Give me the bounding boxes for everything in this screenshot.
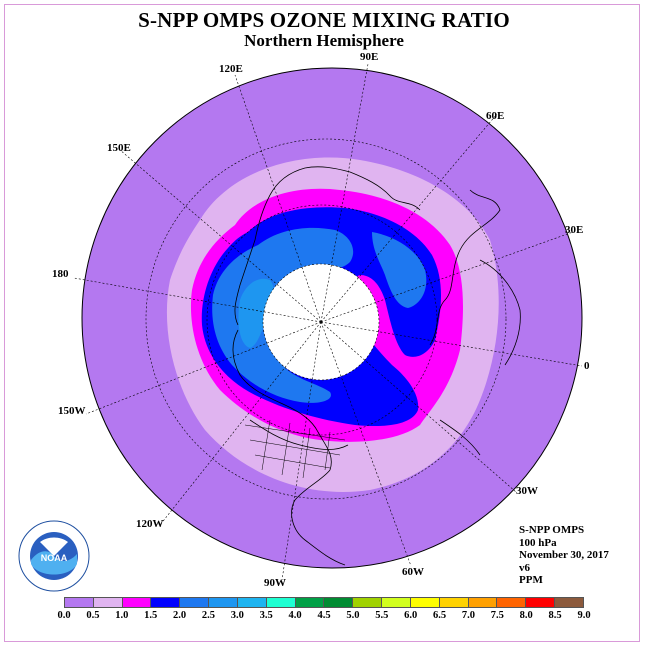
colorbar-swatch bbox=[209, 598, 238, 607]
colorbar-swatch bbox=[382, 598, 411, 607]
lon-label-90w: 90W bbox=[264, 577, 286, 589]
lon-label-30w: 30W bbox=[516, 485, 538, 497]
colorbar-swatch bbox=[151, 598, 181, 607]
colorbar-swatch bbox=[555, 598, 583, 607]
page-title: S-NPP OMPS OZONE MIXING RATIO bbox=[138, 8, 510, 32]
colorbar-swatch bbox=[93, 598, 123, 607]
colorbar-swatch bbox=[180, 598, 210, 607]
info-level: 100 hPa bbox=[519, 536, 557, 549]
figure-frame bbox=[4, 4, 640, 642]
colorbar-tick-label: 4.0 bbox=[288, 610, 302, 621]
colorbar-swatch bbox=[439, 598, 469, 607]
info-units: PPM bbox=[519, 574, 543, 586]
colorbar-swatch bbox=[410, 598, 440, 607]
colorbar-tick-label: 6.0 bbox=[404, 610, 418, 621]
colorbar-tick-label: 3.5 bbox=[259, 610, 273, 621]
info-date: November 30, 2017 bbox=[519, 549, 609, 561]
colorbar-tick-label: 2.0 bbox=[172, 610, 187, 621]
coastlines bbox=[232, 166, 521, 566]
colorbar bbox=[64, 597, 584, 608]
colorbar-tick-label: 3.0 bbox=[230, 610, 244, 621]
lon-label-60w: 60W bbox=[402, 566, 424, 578]
colorbar-tick-label: 6.5 bbox=[432, 610, 447, 621]
map-boundary bbox=[81, 67, 583, 569]
logo-text: NOAA bbox=[41, 553, 68, 563]
colorbar-swatch bbox=[237, 598, 267, 607]
colorbar-swatch bbox=[324, 598, 354, 607]
colorbar-swatch bbox=[468, 598, 498, 607]
colorbar-tick-label: 4.5 bbox=[317, 610, 331, 621]
colorbar-swatch bbox=[497, 598, 527, 607]
colorbar-swatch bbox=[65, 598, 94, 607]
lon-label-90e: 90E bbox=[360, 51, 379, 63]
colorbar-swatch bbox=[266, 598, 296, 607]
colorbar-tick-label: 0.0 bbox=[57, 610, 71, 621]
lon-label-0: 0 bbox=[584, 360, 590, 372]
info-instrument: S-NPP OMPS bbox=[519, 524, 585, 536]
colorbar-tick-label: 5.0 bbox=[346, 610, 360, 621]
ozone-contour-2.5 bbox=[238, 278, 274, 348]
noaa-logo-icon: NOAA bbox=[18, 520, 90, 592]
colorbar-tick-label: 7.5 bbox=[490, 610, 504, 621]
info-version: v6 bbox=[519, 561, 530, 574]
colorbar-tick-label: 1.0 bbox=[115, 610, 129, 621]
lon-label-120e: 120E bbox=[219, 63, 243, 75]
us-states-grid bbox=[244, 419, 346, 479]
colorbar-swatch bbox=[353, 598, 383, 607]
lon-label-150w: 150W bbox=[58, 405, 86, 417]
lon-label-60e: 60E bbox=[486, 110, 505, 122]
info-block: S-NPP OMPS 100 hPa November 30, 2017 v6 … bbox=[519, 524, 609, 587]
colorbar-tick-label: 8.5 bbox=[548, 610, 562, 621]
lon-label-120w: 120W bbox=[136, 518, 164, 530]
colorbar-tick-label: 2.5 bbox=[201, 610, 215, 621]
lon-label-180: 180 bbox=[52, 268, 69, 280]
graticule bbox=[73, 63, 583, 581]
colorbar-tick-label: 9.0 bbox=[577, 610, 591, 621]
lon-label-150e: 150E bbox=[107, 142, 131, 154]
lon-label-30e: 30E bbox=[565, 224, 584, 236]
colorbar-tick-label: 1.5 bbox=[144, 610, 158, 621]
colorbar-tick-label: 5.5 bbox=[375, 610, 389, 621]
colorbar-swatch bbox=[122, 598, 152, 607]
colorbar-tick-label: 0.5 bbox=[86, 610, 100, 621]
colorbar-tick-label: 7.0 bbox=[461, 610, 475, 621]
page-subtitle: Northern Hemisphere bbox=[244, 31, 404, 50]
colorbar-swatch bbox=[526, 598, 556, 607]
colorbar-swatch bbox=[295, 598, 325, 607]
colorbar-tick-label: 8.0 bbox=[519, 610, 533, 621]
